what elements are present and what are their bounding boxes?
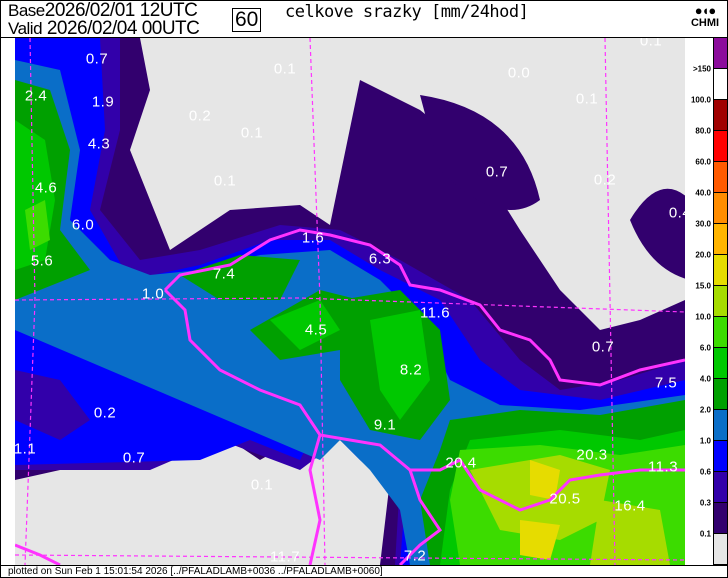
value-label: 0.4 [668,204,685,222]
value-label: 1.1 [15,440,37,458]
value-label: 0.7 [485,163,509,181]
value-label: 0.7 [122,449,146,467]
value-label: 6.3 [368,250,392,268]
value-label: 1.6 [301,229,325,247]
value-label: 7.4 [212,265,236,283]
legend-swatch [714,286,727,317]
value-label: 9.1 [373,416,397,434]
precipitation-map: 0.7 0.1 0.1 0.0 2.4 1.9 0.2 0.1 0.1 4.3 … [15,38,685,565]
value-label: 7.5 [654,374,678,392]
forecast-hour-box: 60 [232,8,262,32]
legend-label: 20.0 [695,250,711,260]
value-label: 20.3 [576,446,608,464]
value-label: 0.1 [575,90,599,108]
legend-swatch [714,379,727,410]
chmi-logo: ●◖● CHMI [686,4,724,29]
header: Base2026/02/01 12UTC Valid 2026/02/04 00… [0,0,728,38]
value-label: 0.1 [213,172,237,190]
value-label: 4.3 [87,135,111,153]
value-label: 7.2 [403,547,427,565]
value-label: 11.6 [419,304,451,322]
precip-field [15,38,685,565]
base-label: Base [8,1,45,20]
value-label: 6.0 [71,216,95,234]
legend-swatch [714,317,727,348]
legend-label: 100.0 [690,95,711,105]
legend-label: 30.0 [695,219,711,229]
legend-label: 4.0 [699,374,711,384]
legend-label: 0.6 [699,467,711,477]
footer-plot-info: plotted on Sun Feb 1 15:01:54 2026 [../P… [0,565,728,578]
legend-label: 80.0 [695,126,711,136]
legend-label: 0.3 [699,498,711,508]
legend-swatch [714,100,727,131]
legend-swatch [714,255,727,286]
value-label: 1.9 [91,93,115,111]
value-label: 8.2 [399,361,423,379]
legend-swatch [714,224,727,255]
precip-area-0.1-ne [420,95,685,279]
value-label: 11.3 [647,458,679,476]
legend-swatch [714,534,727,565]
legend-label: 6.0 [699,343,711,353]
legend-label: 10.0 [695,312,711,322]
precip-area-15 [520,460,560,560]
graticule [15,38,685,565]
base-value: 2026/02/01 12UTC [44,0,198,21]
value-label: 0.1 [250,476,274,494]
value-label: 0.2 [593,171,617,189]
valid-value: 2026/02/04 00UTC [46,18,200,39]
legend-label: >150 [692,64,711,74]
value-label: 20.4 [445,454,477,472]
legend-swatch [714,193,727,224]
legend-label: 1.0 [699,436,711,446]
legend-label: 2.0 [699,405,711,415]
legend-label: 15.0 [695,281,711,291]
base-time: Base2026/02/01 12UTC [8,0,198,21]
value-label: 4.6 [34,179,58,197]
legend-swatches [713,38,727,565]
legend-label: 0.1 [699,529,711,539]
legend-swatch [714,348,727,379]
legend-swatch [714,38,727,69]
valid-time: Valid 2026/02/04 00UTC [8,18,200,39]
value-label: 0.1 [639,38,663,50]
legend-label: 40.0 [695,188,711,198]
logo-mark-icon: ●◖● [694,3,717,18]
country-borders [15,228,685,565]
precip-area-10 [470,455,670,565]
value-label: 0.0 [507,64,531,82]
value-label: 4.5 [304,321,328,339]
value-label: 0.1 [273,60,297,78]
legend-swatch [714,69,727,100]
value-label: 2.4 [24,87,48,105]
valid-label: Valid [8,19,43,38]
value-label: 0.7 [85,50,109,68]
value-label: 20.5 [549,490,581,508]
value-label: 0.2 [188,107,212,125]
legend-label: 60.0 [695,157,711,167]
value-label: 11.7 [269,548,301,565]
legend-swatch [714,472,727,503]
value-label: 0.1 [240,124,264,142]
map-title: celkove srazky [mm/24hod] [285,2,529,22]
value-label: 1.0 [141,285,165,303]
logo-text: CHMI [690,17,720,29]
value-label: 0.2 [93,404,117,422]
value-label: 0.7 [591,338,615,356]
legend-swatch [714,131,727,162]
legend-swatch [714,162,727,193]
value-label: 16.4 [614,497,646,515]
legend-swatch [714,410,727,441]
legend-swatch [714,503,727,534]
value-label: 5.6 [30,252,54,270]
legend-swatch [714,441,727,472]
